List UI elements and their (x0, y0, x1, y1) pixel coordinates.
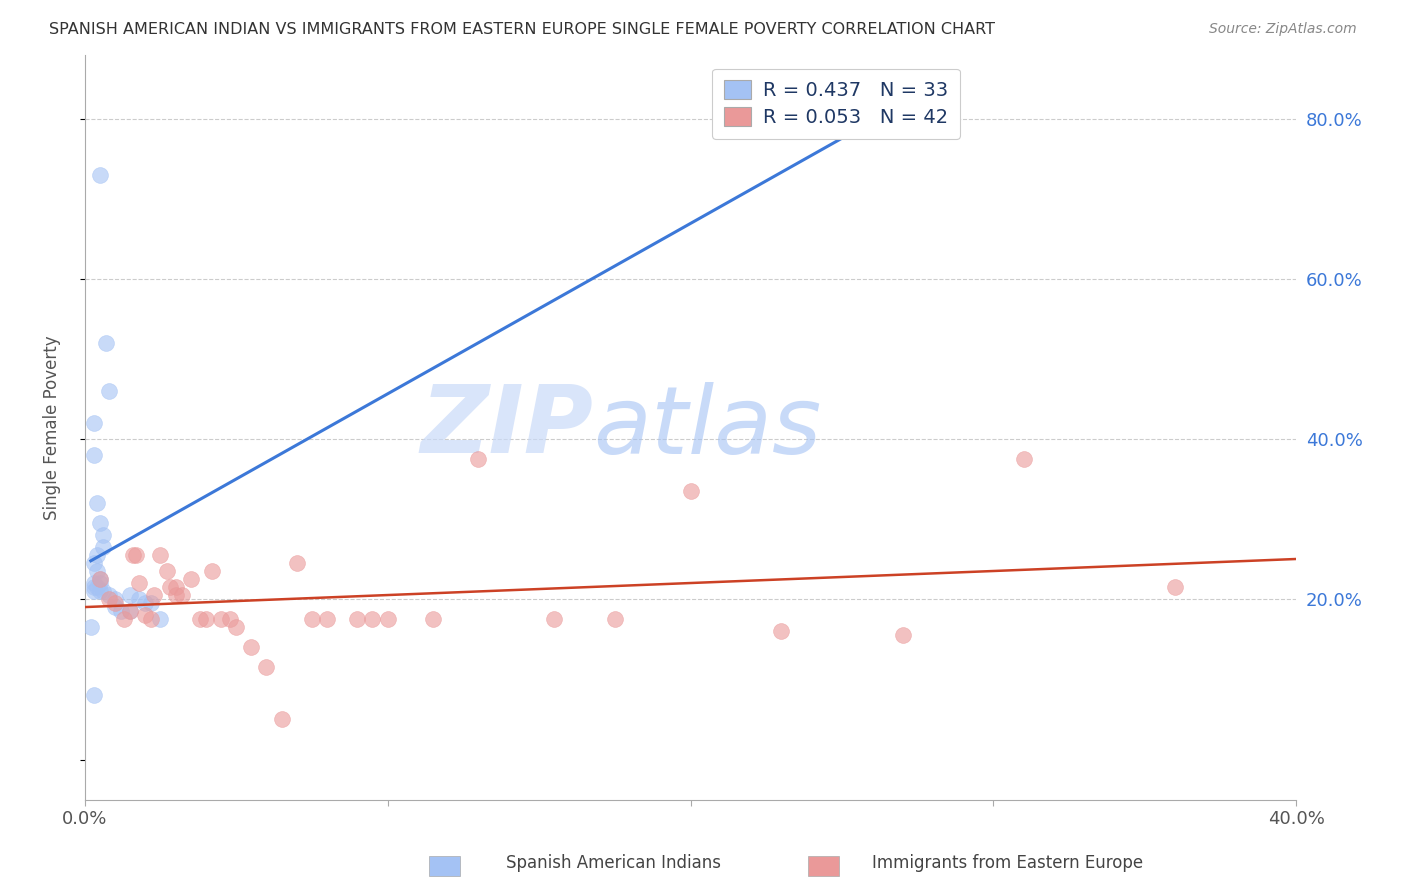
Point (89, 168, 111, 182)
Legend: R = 0.437   N = 33, R = 0.053   N = 42: R = 0.437 N = 33, R = 0.053 N = 42 (713, 69, 959, 138)
Point (89, 584, 111, 599)
Point (83, 448, 105, 462)
Point (125, 549, 148, 563)
Point (141, 596, 163, 610)
Point (91, 528, 114, 542)
Point (86, 496, 108, 510)
Point (225, 620, 247, 634)
Point (301, 612, 323, 626)
Point (134, 608, 156, 623)
Point (89, 573, 111, 587)
Text: Source: ZipAtlas.com: Source: ZipAtlas.com (1209, 22, 1357, 37)
Point (361, 612, 384, 626)
Point (89, 573, 111, 587)
Point (422, 612, 444, 626)
Point (89, 516, 111, 531)
Point (149, 612, 172, 626)
Point (543, 612, 565, 626)
Point (83, 417, 105, 431)
Point (112, 612, 135, 626)
Point (143, 589, 166, 603)
Point (86, 549, 108, 563)
Point (240, 640, 263, 655)
Point (83, 581, 105, 595)
Point (1164, 581, 1187, 595)
Point (346, 612, 368, 626)
Point (180, 573, 202, 587)
Point (467, 452, 489, 467)
Point (270, 713, 292, 727)
Point (120, 589, 142, 603)
Point (209, 612, 232, 626)
Point (104, 600, 127, 615)
Text: SPANISH AMERICAN INDIAN VS IMMIGRANTS FROM EASTERN EUROPE SINGLE FEMALE POVERTY : SPANISH AMERICAN INDIAN VS IMMIGRANTS FR… (49, 22, 995, 37)
Point (256, 660, 278, 674)
Point (120, 604, 142, 618)
Point (165, 581, 187, 595)
Point (188, 612, 211, 626)
Point (97, 384, 120, 399)
Point (770, 624, 793, 639)
Point (603, 612, 626, 626)
Point (104, 592, 127, 607)
Point (94, 336, 117, 351)
Point (83, 557, 105, 571)
Point (86, 581, 108, 595)
Point (91, 541, 114, 555)
Point (679, 484, 702, 499)
Point (201, 565, 224, 579)
Point (219, 612, 242, 626)
Point (128, 592, 150, 607)
Text: Spanish American Indians: Spanish American Indians (506, 855, 721, 872)
Point (104, 596, 127, 610)
Point (83, 689, 105, 703)
Point (83, 584, 105, 599)
Y-axis label: Single Female Poverty: Single Female Poverty (44, 335, 60, 520)
Point (141, 612, 163, 626)
Point (1012, 452, 1035, 467)
Point (122, 549, 145, 563)
Point (91, 584, 114, 599)
Point (83, 576, 105, 591)
Point (285, 557, 308, 571)
Point (97, 589, 120, 603)
Point (128, 576, 150, 591)
Point (155, 565, 177, 579)
Point (377, 612, 399, 626)
Point (97, 592, 120, 607)
Text: ZIP: ZIP (420, 382, 593, 474)
Point (165, 589, 187, 603)
Point (194, 612, 217, 626)
Point (134, 596, 156, 610)
Point (170, 589, 193, 603)
Point (89, 576, 111, 591)
Text: Immigrants from Eastern Europe: Immigrants from Eastern Europe (872, 855, 1143, 872)
Point (120, 604, 142, 618)
Point (159, 581, 181, 595)
Point (149, 549, 172, 563)
Point (86, 565, 108, 579)
Point (110, 604, 132, 618)
Point (891, 628, 914, 642)
Point (846, 96, 869, 111)
Text: atlas: atlas (593, 382, 823, 473)
Point (80, 620, 103, 634)
Point (316, 612, 339, 626)
